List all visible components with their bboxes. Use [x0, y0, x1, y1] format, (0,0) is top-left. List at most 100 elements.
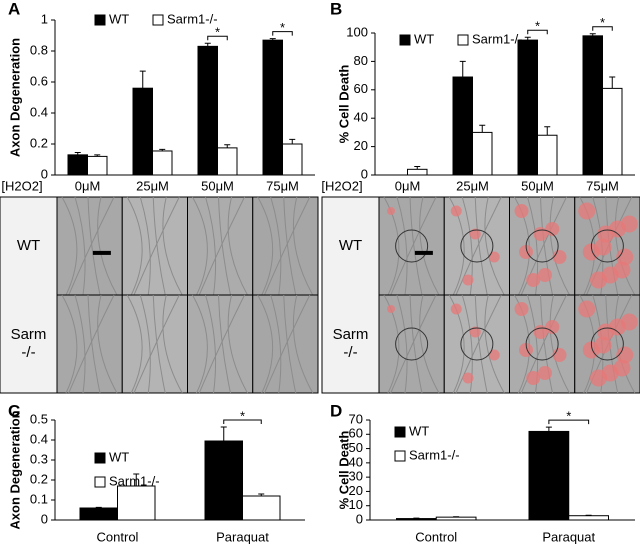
x-axis-label: [H2O2] [1, 178, 42, 193]
cell-cluster [590, 229, 624, 263]
micrograph [187, 196, 254, 296]
x-tick-label: Paraquat [216, 529, 269, 544]
y-tick-label: 0.4 [30, 104, 48, 119]
stained-cell [552, 250, 567, 264]
legend-swatch [394, 450, 406, 462]
x-tick-label: 25μM [136, 178, 169, 193]
micrograph-texture [126, 294, 143, 394]
micrograph-texture [455, 196, 502, 296]
significance-mark: * [600, 15, 605, 30]
bar [197, 45, 218, 176]
x-tick-label: 25μM [456, 178, 489, 193]
y-tick-label: 50 [349, 440, 363, 455]
micrograph-texture [205, 196, 217, 296]
micrograph [56, 294, 123, 394]
legend-label: WT [409, 423, 429, 438]
error-bar [220, 426, 227, 441]
y-tick-label: 0 [41, 166, 48, 181]
micrograph-texture [520, 196, 567, 296]
y-tick-label: 0.2 [30, 135, 48, 150]
panel-label: D [330, 401, 342, 420]
micrograph-texture [68, 196, 115, 296]
stained-cell [538, 366, 552, 380]
y-axis-label: % Cell Death [336, 65, 351, 144]
micrograph-texture [205, 294, 217, 394]
micrograph-texture [162, 196, 183, 296]
stained-cell [613, 359, 631, 377]
legend-swatch [394, 426, 406, 438]
micrograph-texture [484, 196, 505, 296]
error-bar [74, 152, 81, 155]
stained-cell [387, 305, 395, 313]
micrograph-texture [383, 294, 400, 394]
micrograph [252, 294, 319, 394]
micrograph-texture [614, 294, 636, 394]
legend-swatch [152, 14, 164, 26]
panel-label: A [8, 0, 20, 18]
legend-label: Sarm1-/- [409, 447, 460, 462]
y-axis-label: Axon Degeneration [7, 38, 22, 157]
error-bar [95, 506, 102, 508]
x-tick-label: 75μM [586, 178, 619, 193]
bar [67, 154, 88, 176]
stained-cell [462, 372, 474, 384]
cell-cluster [460, 327, 494, 361]
stained-cell [387, 207, 395, 215]
stained-cell [450, 303, 462, 315]
x-axis-label: [H2O2] [321, 178, 362, 193]
x-tick-label: Control [97, 529, 139, 544]
stained-cell [462, 274, 474, 286]
significance-mark: * [215, 25, 220, 40]
y-tick-label: 100 [346, 24, 368, 39]
y-tick-label: 10 [349, 497, 363, 512]
error-bar [269, 38, 276, 41]
micrograph-texture [198, 196, 245, 296]
bar [87, 155, 108, 176]
stained-cell [620, 313, 638, 331]
y-tick-label: 1 [41, 11, 48, 26]
significance-bracket [207, 35, 228, 41]
y-tick-label: 40 [354, 110, 368, 125]
legend-label: Sarm1-/- [167, 11, 218, 26]
significance-mark: * [240, 408, 245, 423]
bar [528, 430, 570, 521]
cell-cluster [395, 229, 429, 263]
bar [602, 87, 623, 176]
cell-cluster [460, 229, 494, 263]
micrograph-texture [461, 294, 473, 394]
bar [152, 150, 173, 176]
panel-label: C [8, 401, 20, 420]
x-tick-label: Paraquat [542, 529, 595, 544]
micrograph-texture [270, 294, 282, 394]
micrograph-texture [520, 294, 567, 394]
y-tick-label: 20 [349, 483, 363, 498]
row-label: -/- [21, 344, 35, 361]
micrograph-texture [218, 196, 231, 296]
bar [117, 485, 156, 521]
cell-cluster [395, 327, 429, 361]
stained-cell [488, 251, 500, 263]
stained-cell [594, 238, 612, 256]
error-bar [133, 473, 140, 486]
significance-mark: * [566, 409, 571, 424]
row-label: -/- [343, 344, 357, 361]
micrograph-texture [409, 196, 423, 296]
significance-bracket [527, 29, 548, 35]
micrograph-texture [87, 196, 101, 296]
micrograph-texture [461, 196, 473, 296]
micrograph-texture [540, 294, 553, 394]
error-bar [258, 493, 265, 496]
stained-cell [526, 273, 541, 287]
micrograph-texture [409, 294, 423, 394]
stained-cell [488, 349, 500, 361]
error-bar [609, 76, 616, 89]
y-tick-label: 0 [356, 511, 363, 526]
significance-bracket [272, 31, 293, 36]
bar [396, 518, 437, 521]
stained-cell [578, 300, 596, 318]
stained-cell [616, 248, 634, 266]
micrograph-texture [474, 294, 488, 394]
bar [242, 495, 281, 521]
legend-swatch [94, 452, 106, 464]
significance-bracket [548, 419, 590, 425]
